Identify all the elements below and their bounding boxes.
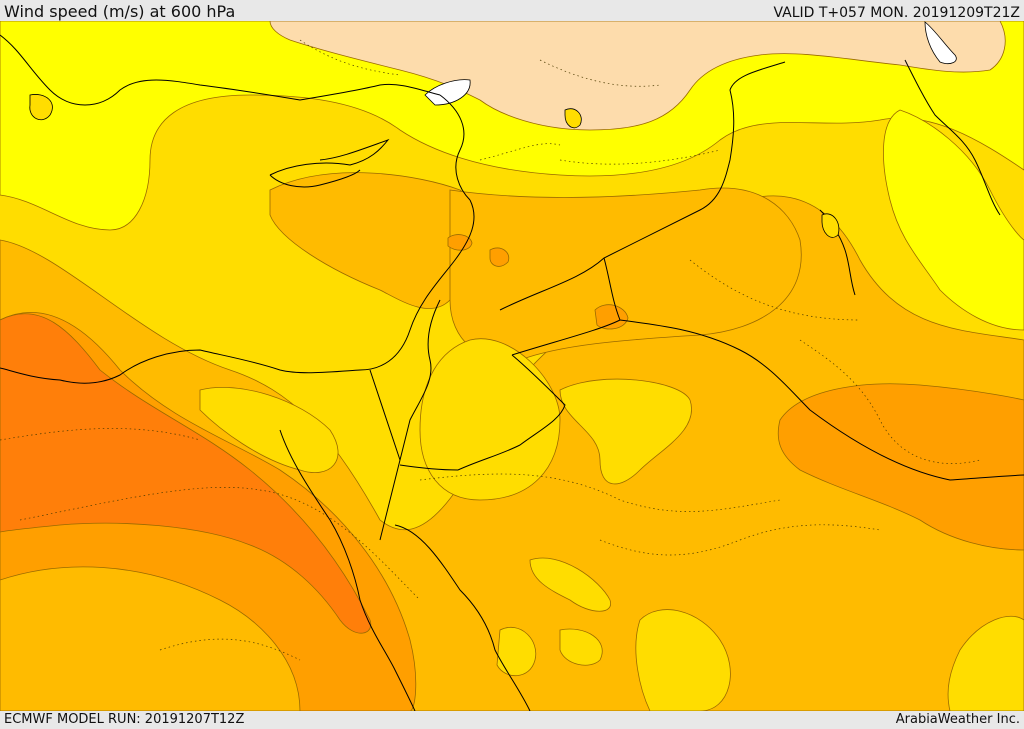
footer-bar: ECMWF MODEL RUN: 20191207T12Z ArabiaWeat… (0, 711, 1024, 729)
southwest-yellow-area (0, 566, 301, 711)
admin-boundaries (0, 39, 981, 661)
south-yellow-patch (635, 609, 731, 711)
saudi-yellow-patch-1 (559, 628, 603, 666)
red-sea-yellow-patch (496, 627, 537, 677)
sinai-yellow-patch (199, 387, 339, 473)
header-bar: Wind speed (m/s) at 600 hPa VALID T+057 … (0, 0, 1024, 21)
west-darkest-orange-area (0, 313, 372, 634)
iraq-yellow-patch (559, 378, 692, 485)
borders-and-coastlines (0, 34, 1024, 711)
orange-spot-3 (594, 304, 629, 330)
caspian-white (924, 21, 957, 64)
lakes (29, 94, 840, 238)
north-light-yellow-band (0, 21, 1024, 231)
black-sea-coast-white (424, 79, 471, 106)
model-run-label: ECMWF MODEL RUN: 20191207T12Z (4, 712, 245, 727)
jordan-yellow-patch (419, 338, 561, 501)
east-light-yellow-area (883, 109, 1024, 331)
wind-speed-map (0, 21, 1024, 711)
north-peach-band (269, 21, 1006, 131)
map-title: Wind speed (m/s) at 600 hPa (4, 2, 236, 21)
provider-label: ArabiaWeather Inc. (895, 712, 1020, 727)
southeast-yellow-patch (947, 616, 1024, 711)
valid-time-label: VALID T+057 MON. 20191209T21Z (773, 5, 1020, 21)
orange-spot-2 (489, 247, 510, 267)
orange-spot-1 (447, 234, 473, 251)
saudi-yellow-patch-2 (529, 557, 612, 612)
east-deep-orange-area (777, 383, 1024, 551)
